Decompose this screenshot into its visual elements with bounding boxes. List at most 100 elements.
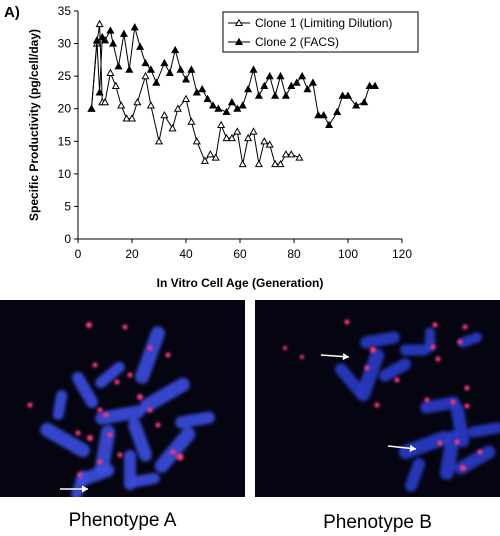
- x-tick-label: 0: [75, 247, 82, 261]
- data-point: [146, 65, 155, 73]
- fish-signal: [283, 346, 287, 350]
- fish-signal: [27, 402, 33, 408]
- y-tick-label: 5: [64, 199, 71, 213]
- chromosome: [360, 331, 400, 349]
- fish-signal: [450, 399, 456, 405]
- data-point: [303, 84, 312, 93]
- data-point: [187, 65, 196, 73]
- legend-box: [222, 11, 419, 53]
- legend-entry: Clone 2 (FACS): [255, 35, 339, 49]
- x-tick-label: 20: [125, 247, 139, 261]
- chromosome: [140, 377, 190, 413]
- chromosome: [40, 422, 90, 458]
- chromosome: [95, 361, 125, 389]
- data-point: [319, 110, 328, 119]
- x-tick-label: 100: [338, 247, 358, 261]
- fish-signal: [77, 472, 83, 478]
- data-point: [352, 101, 361, 109]
- chromosome: [450, 402, 470, 448]
- chromosome: [52, 390, 68, 420]
- fish-signal: [97, 407, 103, 413]
- data-point: [125, 65, 134, 73]
- x-axis-label: In Vitro Cell Age (Generation): [157, 276, 324, 290]
- data-point: [203, 94, 212, 103]
- chromosome: [128, 418, 152, 462]
- data-point: [165, 68, 174, 76]
- data-point: [200, 156, 209, 164]
- fish-signal: [103, 412, 109, 418]
- chromosome: [335, 363, 365, 397]
- fish-signal: [457, 339, 463, 345]
- data-point: [298, 71, 307, 80]
- data-point: [160, 58, 169, 67]
- data-point: [160, 110, 169, 119]
- data-point: [154, 137, 164, 145]
- x-tick-label: 60: [233, 247, 247, 261]
- data-point: [122, 114, 131, 122]
- data-point: [152, 78, 161, 86]
- legend-marker: [234, 37, 244, 46]
- chromosome: [135, 326, 165, 384]
- series-line: [91, 23, 300, 165]
- data-point: [265, 71, 274, 80]
- productivity-chart: 0 5 10 15 20 25 30 35 0 20 40 60 80 100 120 In Vitro Ce…: [27, 4, 419, 290]
- data-point: [227, 97, 236, 106]
- data-point: [119, 29, 128, 37]
- chromosome: [130, 472, 160, 488]
- panel-a-label: A): [4, 4, 20, 21]
- data-point: [106, 68, 115, 76]
- phenotype-a-caption: Phenotype A: [68, 510, 177, 531]
- legend-marker: [234, 18, 244, 27]
- fish-signal: [127, 372, 133, 378]
- fish-signal: [176, 453, 184, 461]
- data-point: [249, 127, 258, 135]
- chromosome: [71, 470, 89, 497]
- data-point: [271, 91, 280, 99]
- fish-signal: [462, 324, 468, 330]
- fish-signal: [454, 439, 460, 445]
- data-point: [211, 153, 220, 161]
- data-point: [222, 133, 231, 142]
- fish-signal: [477, 449, 483, 455]
- data-point: [206, 150, 215, 158]
- fish-signal: [437, 440, 443, 446]
- data-point: [308, 78, 317, 86]
- data-point: [254, 159, 263, 168]
- fish-signal: [464, 385, 470, 391]
- fish-signal: [344, 319, 350, 325]
- data-point: [244, 133, 253, 142]
- chromosome: [398, 430, 452, 460]
- arrow-marker: [320, 352, 350, 361]
- data-point: [254, 91, 263, 99]
- y-tick-label: 25: [58, 69, 72, 83]
- fish-signal: [464, 403, 470, 409]
- fish-signal: [374, 402, 380, 408]
- x-tick-label: 40: [179, 247, 193, 261]
- arrow-marker: [60, 485, 88, 493]
- fish-signal: [165, 352, 171, 358]
- fish-signal: [435, 356, 441, 362]
- data-point: [95, 19, 104, 28]
- data-point: [176, 65, 185, 73]
- data-point: [141, 71, 150, 80]
- data-point: [281, 91, 290, 99]
- fish-signal: [370, 347, 376, 353]
- y-axis-label: Specific Productivity (pg/cell/day): [27, 29, 41, 221]
- fish-signal: [97, 459, 103, 465]
- fish-signal: [87, 435, 93, 441]
- data-point: [271, 159, 280, 168]
- data-point: [365, 81, 374, 89]
- data-point: [133, 97, 142, 106]
- y-tick-label: 35: [58, 4, 72, 18]
- legend-entry: Clone 1 (Limiting Dilution): [255, 16, 392, 30]
- fish-signal: [75, 430, 81, 436]
- y-tick-label: 0: [64, 232, 71, 246]
- data-point: [260, 137, 269, 145]
- data-point: [106, 26, 115, 34]
- data-point: [87, 104, 96, 112]
- data-point: [314, 110, 323, 119]
- x-tick-label: 120: [392, 247, 412, 261]
- data-point: [111, 81, 120, 89]
- data-point: [192, 137, 201, 145]
- fish-signal: [137, 394, 143, 400]
